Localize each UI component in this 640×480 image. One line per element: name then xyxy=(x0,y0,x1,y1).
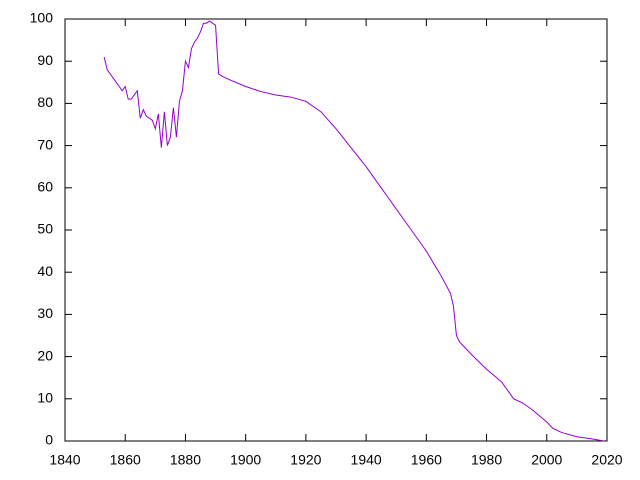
y-tick-label: 20 xyxy=(37,347,53,363)
x-tick-label: 2020 xyxy=(591,452,622,468)
y-tick-label: 90 xyxy=(37,52,53,68)
data-line xyxy=(103,20,605,442)
x-tick-label: 1980 xyxy=(471,452,502,468)
x-tick-label: 1860 xyxy=(110,452,141,468)
plot-frame xyxy=(64,18,608,442)
x-tick-label: 1900 xyxy=(230,452,261,468)
x-tick-label: 1960 xyxy=(411,452,442,468)
y-tick-label: 60 xyxy=(37,179,53,195)
y-tick-label: 50 xyxy=(37,221,53,237)
x-tick-label: 1940 xyxy=(351,452,382,468)
x-tick-label: 1840 xyxy=(49,452,80,468)
y-tick-label: 40 xyxy=(37,263,53,279)
y-tick-label: 0 xyxy=(45,432,53,448)
y-tick-label: 10 xyxy=(37,390,53,406)
x-tick-label: 1920 xyxy=(290,452,321,468)
x-tick-label: 2000 xyxy=(531,452,562,468)
y-tick-label: 70 xyxy=(37,136,53,152)
y-tick-label: 30 xyxy=(37,305,53,321)
x-tick-label: 1880 xyxy=(170,452,201,468)
y-tick-label: 100 xyxy=(30,10,54,26)
y-tick-label: 80 xyxy=(37,94,53,110)
